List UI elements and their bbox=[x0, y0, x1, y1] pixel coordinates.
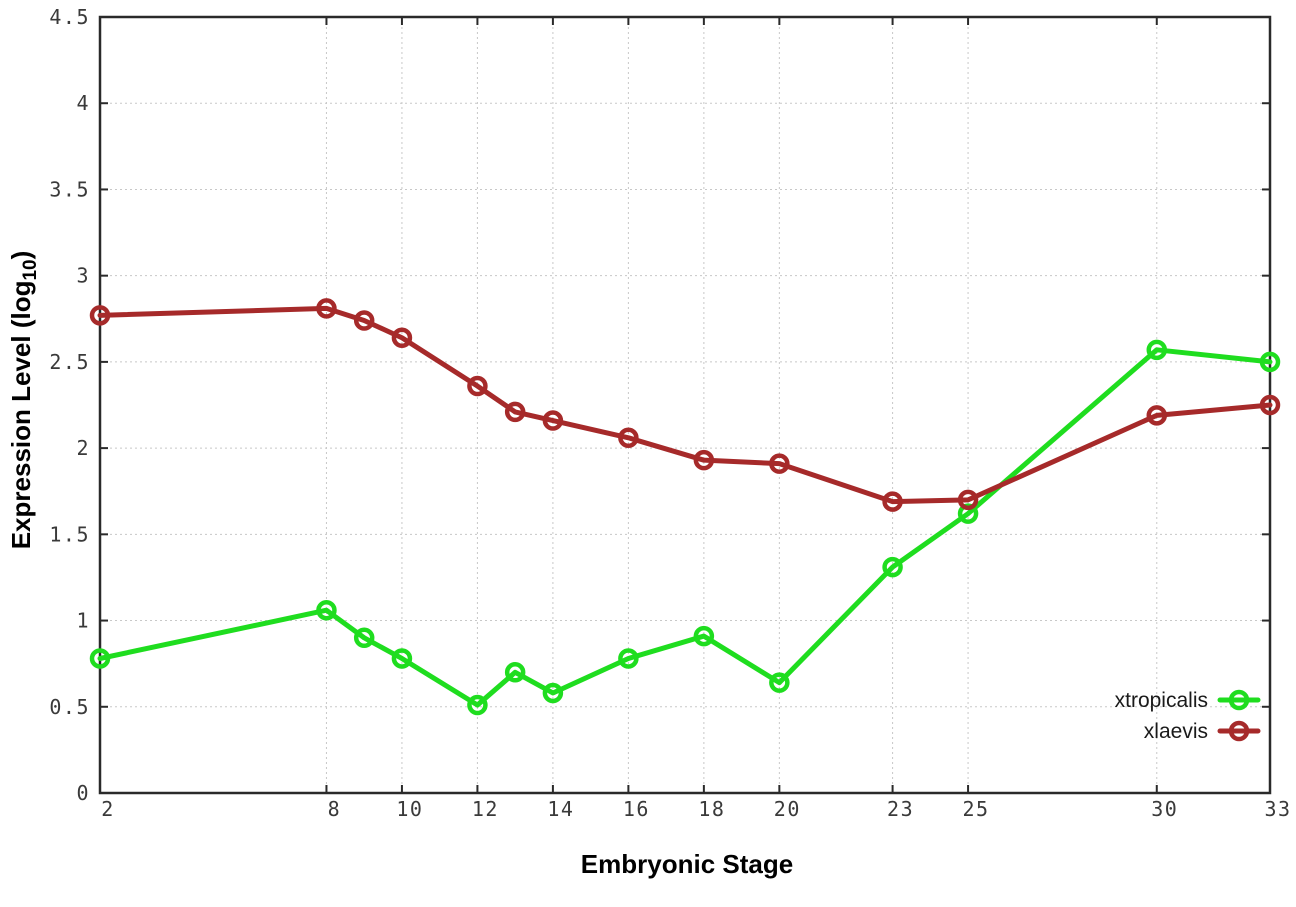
x-tick-label: 23 bbox=[887, 797, 914, 821]
data-point-xtropicalis-stage-18 bbox=[693, 625, 715, 647]
data-point-xlaevis-stage-16 bbox=[618, 427, 639, 449]
y-tick-label: 1 bbox=[76, 609, 90, 633]
x-tick-label: 12 bbox=[472, 797, 499, 821]
data-point-xlaevis-stage-12 bbox=[467, 375, 488, 397]
x-tick-label: 30 bbox=[1151, 797, 1178, 821]
data-point-xlaevis-stage-14 bbox=[542, 410, 564, 431]
data-point-xlaevis-stage-10 bbox=[391, 327, 413, 348]
legend-marker-xtropicalis bbox=[1228, 689, 1250, 711]
x-tick-label: 8 bbox=[328, 797, 342, 821]
data-point-xtropicalis-stage-12 bbox=[467, 694, 488, 716]
data-point-xlaevis-stage-23 bbox=[882, 491, 903, 512]
data-point-xlaevis-stage-18 bbox=[693, 449, 715, 471]
data-point-xlaevis-stage-30 bbox=[1146, 405, 1168, 426]
x-tick-label: 14 bbox=[547, 797, 574, 821]
legend-label-xlaevis: xlaevis bbox=[1144, 720, 1208, 743]
x-tick-label: 2 bbox=[101, 797, 115, 821]
y-tick-label: 4.5 bbox=[49, 5, 90, 29]
legend-label-xtropicalis: xtropicalis bbox=[1115, 689, 1208, 712]
x-tick-label: 25 bbox=[963, 797, 990, 821]
x-tick-label: 16 bbox=[623, 797, 650, 821]
x-tick-label: 33 bbox=[1264, 797, 1291, 821]
x-axis-label: Embryonic Stage bbox=[581, 849, 793, 879]
data-point-xlaevis-stage-25 bbox=[957, 489, 979, 511]
series-line-xtropicalis bbox=[97, 347, 1273, 708]
data-point-xtropicalis-stage-16 bbox=[618, 648, 639, 669]
data-point-xlaevis-stage-33 bbox=[1259, 394, 1281, 416]
grid-layer bbox=[100, 17, 1270, 793]
y-axis-label-close: ) bbox=[6, 251, 36, 260]
y-tick-label: 4 bbox=[76, 91, 90, 115]
data-point-xtropicalis-stage-2 bbox=[89, 648, 111, 669]
y-tick-label: 3 bbox=[76, 264, 90, 288]
y-tick-label: 2 bbox=[76, 436, 90, 460]
x-tick-label: 20 bbox=[774, 797, 801, 821]
legend-entry-xtropicalis: xtropicalis bbox=[1115, 689, 1261, 712]
data-point-xlaevis-stage-2 bbox=[89, 305, 111, 326]
data-point-xlaevis-stage-20 bbox=[769, 453, 790, 474]
data-point-xtropicalis-stage-23 bbox=[882, 556, 903, 578]
data-point-xtropicalis-stage-33 bbox=[1259, 351, 1281, 373]
data-point-xtropicalis-stage-20 bbox=[769, 672, 790, 693]
data-point-xtropicalis-stage-9 bbox=[353, 627, 375, 649]
y-axis-label-subscript: 10 bbox=[20, 259, 41, 280]
data-point-xtropicalis-stage-13 bbox=[504, 662, 526, 683]
x-tick-label: 18 bbox=[698, 797, 725, 821]
series-layer bbox=[89, 298, 1281, 716]
legend: xtropicalis xlaevis bbox=[1115, 689, 1261, 743]
legend-marker-xlaevis bbox=[1228, 720, 1250, 742]
data-point-xtropicalis-stage-14 bbox=[542, 682, 564, 704]
data-point-xtropicalis-stage-10 bbox=[391, 648, 413, 669]
data-point-xlaevis-stage-8 bbox=[316, 298, 337, 319]
data-point-xlaevis-stage-9 bbox=[353, 310, 375, 331]
legend-entry-xlaevis: xlaevis bbox=[1144, 720, 1261, 743]
x-tick-label: 10 bbox=[396, 797, 423, 821]
y-axis-label-main: Expression Level (log bbox=[6, 281, 36, 550]
y-axis-label: Expression Level (log10) bbox=[6, 251, 41, 550]
y-tick-label: 1.5 bbox=[49, 522, 90, 546]
data-point-xtropicalis-stage-30 bbox=[1146, 339, 1168, 361]
tick-label-layer: 2 8 10 12 14 16 18 20 23 25 30 33 0 0.5 1 1.5 2 2.5 3 3.5 4 4… bbox=[49, 5, 1291, 821]
y-tick-label: 0 bbox=[76, 781, 90, 805]
y-tick-label: 0.5 bbox=[49, 695, 90, 719]
data-point-xlaevis-stage-13 bbox=[504, 401, 526, 423]
data-point-xtropicalis-stage-8 bbox=[316, 599, 337, 621]
y-tick-label: 2.5 bbox=[49, 350, 90, 374]
y-tick-label: 3.5 bbox=[49, 177, 90, 201]
